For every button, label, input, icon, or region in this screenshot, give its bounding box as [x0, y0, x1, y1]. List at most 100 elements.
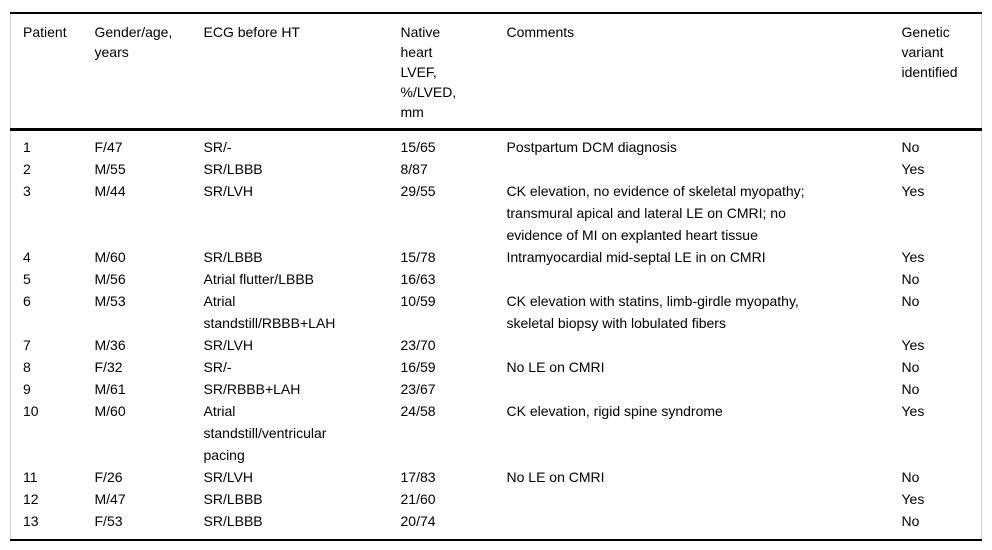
document-page: Patient Gender/age, years ECG before HT Nat…: [0, 12, 992, 550]
cell-patient: 6: [23, 293, 31, 309]
cell-patient: 10: [23, 403, 39, 419]
cell-ecg: SR/LVH: [203, 183, 254, 199]
cell-genetic: No: [901, 513, 920, 529]
column-header-patient: Patient: [10, 13, 95, 131]
table-row: 2 M/55 SR/LBBB 8/87 Yes: [11, 158, 982, 180]
cell-gender: M/60: [94, 249, 126, 265]
cell-patient: 9: [23, 381, 31, 397]
cell-patient: 4: [23, 249, 31, 265]
cell-ecg: SR/LBBB: [203, 513, 263, 529]
cell-genetic: Yes: [901, 491, 925, 507]
table-row: 10 M/60 Atrial standstill/ventricular paci…: [11, 400, 982, 466]
cell-comments: [507, 510, 902, 540]
cell-gender: M/56: [94, 271, 126, 287]
cell-ecg: SR/-: [203, 359, 232, 375]
cell-genetic: No: [901, 469, 920, 485]
cell-lvef: 10/59: [400, 293, 436, 309]
cell-comments: CK elevation, no evidence of skeletal my…: [506, 183, 805, 243]
cell-patient: 5: [23, 271, 31, 287]
cell-comments: [507, 334, 902, 356]
cell-patient: 12: [23, 491, 39, 507]
cell-genetic: Yes: [901, 403, 925, 419]
cell-patient: 13: [23, 513, 39, 529]
column-header-gender: Gender/age, years: [94, 13, 204, 131]
cell-genetic: No: [901, 359, 920, 375]
cell-lvef: 20/74: [400, 513, 436, 529]
cell-gender: F/32: [94, 359, 123, 375]
cell-ecg: SR/LVH: [203, 337, 254, 353]
patient-characteristics-table: Patient Gender/age, years ECG before HT Nat…: [10, 12, 982, 541]
cell-lvef: 23/67: [400, 381, 436, 397]
cell-patient: 11: [23, 469, 38, 485]
cell-gender: M/36: [94, 337, 126, 353]
cell-lvef: 17/83: [400, 469, 436, 485]
cell-gender: F/26: [94, 469, 123, 485]
column-header-comments: Comments: [506, 13, 902, 131]
cell-gender: M/60: [94, 403, 126, 419]
cell-gender: F/47: [94, 139, 123, 155]
table-row: 8 F/32 SR/- 16/59 No LE on CMRI No: [11, 356, 982, 378]
cell-patient: 1: [23, 139, 31, 155]
table-row: 1 F/47 SR/- 15/65 Postpartum DCM diagnosis No: [11, 130, 982, 159]
cell-comments: CK elevation, rigid spine syndrome: [506, 403, 723, 419]
cell-ecg: SR/LBBB: [203, 249, 263, 265]
table-row: 6 M/53 Atrial standstill/RBBB+LAH 10/59 CK e…: [11, 290, 982, 334]
cell-patient: 8: [23, 359, 31, 375]
table-header-row: Patient Gender/age, years ECG before HT Nat…: [10, 13, 982, 131]
cell-genetic: Yes: [901, 183, 925, 199]
cell-gender: F/53: [94, 513, 123, 529]
cell-comments: No LE on CMRI: [506, 469, 605, 485]
table-body: 1 F/47 SR/- 15/65 Postpartum DCM diagnosis No…: [11, 130, 982, 541]
cell-ecg: Atrial standstill/ventricular pacing: [203, 403, 327, 463]
cell-genetic: No: [901, 139, 920, 155]
cell-genetic: No: [901, 381, 920, 397]
cell-genetic: Yes: [901, 337, 925, 353]
cell-comments: CK elevation with statins, limb-girdle m…: [506, 293, 799, 331]
cell-gender: M/61: [94, 381, 126, 397]
cell-genetic: No: [901, 293, 920, 309]
cell-lvef: 29/55: [400, 183, 436, 199]
cell-genetic: Yes: [901, 161, 925, 177]
table-header: Patient Gender/age, years ECG before HT Nat…: [10, 13, 982, 131]
cell-lvef: 15/78: [400, 249, 436, 265]
cell-lvef: 8/87: [400, 161, 428, 177]
cell-ecg: SR/LBBB: [203, 161, 263, 177]
column-header-lvef: Native heart LVEF, %/LVED, mm: [400, 13, 507, 131]
cell-ecg: Atrial flutter/LBBB: [203, 271, 315, 287]
cell-comments: [507, 158, 902, 180]
cell-lvef: 23/70: [400, 337, 436, 353]
cell-comments: [507, 488, 902, 510]
cell-lvef: 24/58: [400, 403, 436, 419]
table-row: 12 M/47 SR/LBBB 21/60 Yes: [11, 488, 982, 510]
cell-patient: 3: [23, 183, 31, 199]
table-row: 9 M/61 SR/RBBB+LAH 23/67 No: [11, 378, 982, 400]
cell-genetic: No: [901, 271, 920, 287]
cell-gender: M/53: [94, 293, 126, 309]
table-row: 7 M/36 SR/LVH 23/70 Yes: [11, 334, 982, 356]
cell-ecg: SR/-: [203, 139, 232, 155]
cell-comments: Intramyocardial mid-septal LE in on CMRI: [506, 249, 766, 265]
column-header-genetic: Genetic variant identified: [901, 13, 982, 131]
cell-genetic: Yes: [901, 249, 925, 265]
table-row: 13 F/53 SR/LBBB 20/74 No: [11, 510, 982, 540]
column-header-ecg: ECG before HT: [203, 13, 401, 131]
cell-comments: No LE on CMRI: [506, 359, 605, 375]
cell-comments: [507, 378, 902, 400]
cell-lvef: 15/65: [400, 139, 436, 155]
cell-comments: Postpartum DCM diagnosis: [506, 139, 677, 155]
cell-gender: M/55: [94, 161, 126, 177]
cell-ecg: SR/LBBB: [203, 491, 263, 507]
cell-ecg: Atrial standstill/RBBB+LAH: [203, 293, 336, 331]
cell-lvef: 16/59: [400, 359, 436, 375]
cell-gender: M/47: [94, 491, 126, 507]
table-row: 11 F/26 SR/LVH 17/83 No LE on CMRI No: [11, 466, 982, 488]
table-row: 5 M/56 Atrial flutter/LBBB 16/63 No: [11, 268, 982, 290]
cell-gender: M/44: [94, 183, 126, 199]
cell-comments: [507, 268, 902, 290]
cell-lvef: 16/63: [400, 271, 436, 287]
cell-patient: 7: [23, 337, 31, 353]
table-row: 3 M/44 SR/LVH 29/55 CK elevation, no evidenc…: [11, 180, 982, 246]
cell-patient: 2: [23, 161, 31, 177]
table-row: 4 M/60 SR/LBBB 15/78 Intramyocardial mid-sep…: [11, 246, 982, 268]
cell-ecg: SR/LVH: [203, 469, 254, 485]
